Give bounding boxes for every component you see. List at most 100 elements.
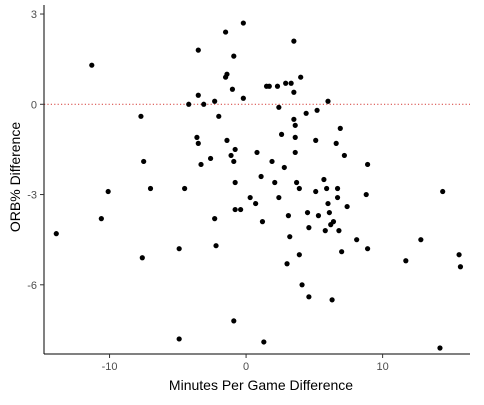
data-point [224,71,230,77]
data-point [315,213,322,219]
data-point [254,149,260,156]
data-point [105,188,111,195]
data-point [231,158,237,165]
data-point [457,264,464,270]
data-point [231,53,237,59]
data-point [261,339,267,345]
data-point [291,38,297,44]
data-point [344,203,350,210]
data-point [306,294,312,300]
data-point [232,206,238,213]
data-point [263,83,270,89]
data-point [334,185,341,192]
data-point [232,179,238,186]
data-point [341,152,347,159]
data-point [304,209,311,216]
data-point [291,89,297,95]
data-point [325,98,331,104]
data-point [330,219,337,225]
data-point [207,155,214,162]
data-point [364,161,371,168]
data-point [287,234,293,240]
data-point [247,194,253,201]
data-point [456,252,462,258]
data-points [53,20,464,351]
data-point [274,83,281,89]
data-point [440,188,446,195]
data-point [272,179,278,186]
data-point [276,104,282,110]
data-point [333,140,339,146]
y-tick-label: -6 [27,280,37,292]
data-point [176,336,182,342]
data-point [337,125,343,131]
tick-labels: -10 0 10 3 0 -3 -6 [27,9,389,373]
data-point [303,110,309,116]
data-point [322,228,328,234]
data-point [212,216,218,222]
data-point [418,237,424,243]
data-point [299,282,305,288]
data-point [298,74,304,80]
data-point [198,161,204,168]
data-point [53,231,59,237]
data-point [138,113,144,119]
data-point [228,152,234,159]
data-point [232,146,238,153]
data-point [281,164,287,171]
data-point [176,246,182,252]
data-point [213,243,219,249]
data-point [306,225,312,231]
data-point [314,107,320,113]
y-tick-label: 3 [31,9,37,21]
data-point [336,228,342,234]
data-point [296,252,302,258]
y-axis-title: ORB% Difference [7,122,23,232]
data-point [269,158,275,165]
data-point [201,101,207,107]
data-point [363,191,369,198]
data-point [313,137,319,143]
data-point [98,216,104,222]
data-point [195,92,201,98]
data-point [182,185,188,192]
data-point [222,29,229,35]
y-tick-label: 0 [31,99,37,111]
data-point [354,237,360,243]
data-point [141,158,147,165]
data-point [326,209,332,216]
data-point [194,134,200,140]
data-point [403,258,409,264]
data-point [253,200,259,207]
y-tick-label: -3 [27,190,37,202]
data-point [216,113,222,119]
data-point [339,249,345,255]
data-point [321,176,327,183]
data-point [147,185,154,192]
data-point [325,200,331,207]
data-point [291,116,297,122]
data-point [186,101,192,107]
axes [40,5,470,358]
data-point [224,137,230,143]
data-point [259,219,266,225]
x-tick-label: 10 [376,361,388,373]
data-point [276,194,282,201]
x-axis-title: Minutes Per Game Difference [169,377,353,393]
data-point [89,62,95,68]
data-point [293,179,300,186]
data-point [292,149,298,156]
data-point [296,185,302,192]
data-point [195,47,201,53]
data-point [437,345,443,351]
data-point [292,122,298,128]
data-point [334,194,341,201]
data-point [238,206,244,213]
data-point [231,318,237,324]
data-point [229,86,236,92]
data-point [288,80,294,86]
x-tick-label: -10 [102,361,118,373]
data-point [292,134,298,140]
